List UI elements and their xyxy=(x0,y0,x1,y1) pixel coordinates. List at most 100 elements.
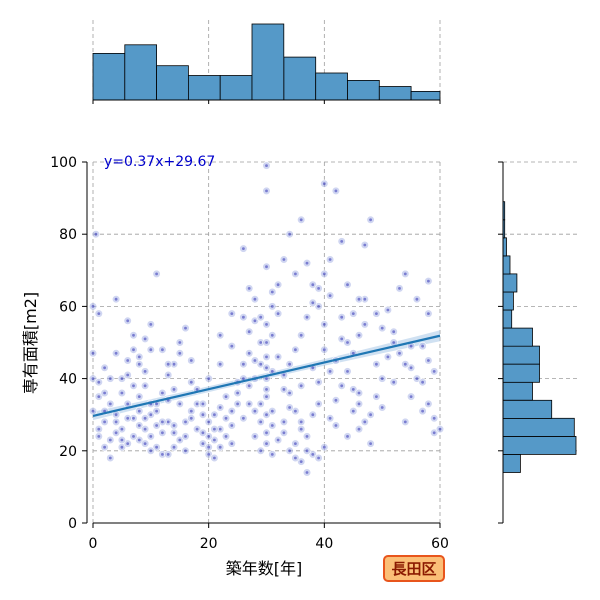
data-point-core xyxy=(299,427,303,431)
data-point-core xyxy=(178,438,182,442)
top-hist-bar xyxy=(187,75,221,101)
data-point-core xyxy=(178,402,182,406)
data-point-core xyxy=(253,359,257,362)
data-point xyxy=(152,407,161,416)
data-point xyxy=(378,403,387,412)
y-tick-label: 100 xyxy=(50,155,77,171)
data-point-core xyxy=(427,359,430,362)
y-tick-label: 80 xyxy=(59,227,77,243)
top-hist-bar xyxy=(410,91,441,101)
data-point-core xyxy=(282,420,286,424)
data-point xyxy=(320,443,329,452)
data-point-core xyxy=(375,362,378,366)
data-point xyxy=(389,327,398,336)
data-point xyxy=(412,295,422,304)
data-point xyxy=(360,320,369,329)
data-point xyxy=(256,446,265,455)
data-point-core xyxy=(108,456,112,460)
data-point xyxy=(308,450,317,459)
data-point xyxy=(383,305,393,315)
data-point xyxy=(366,410,375,419)
data-point xyxy=(204,374,213,383)
data-point-core xyxy=(380,326,384,330)
x-axis-ticks: 0 20 40 60 xyxy=(89,523,449,552)
data-point-core xyxy=(427,402,430,406)
data-point-core xyxy=(126,359,130,362)
data-point-core xyxy=(340,337,344,341)
data-point xyxy=(291,453,300,463)
data-point-core xyxy=(103,420,106,424)
data-point-core xyxy=(161,431,164,435)
data-point-core xyxy=(438,427,442,431)
data-point xyxy=(227,407,236,416)
data-point-core xyxy=(253,319,257,323)
right-hist-bar xyxy=(502,309,513,329)
data-point xyxy=(279,385,289,394)
data-point xyxy=(129,331,138,340)
data-point xyxy=(250,356,259,365)
data-point-core xyxy=(294,348,297,352)
data-point xyxy=(123,370,132,380)
data-point-core xyxy=(149,323,153,326)
data-point xyxy=(331,396,341,405)
data-point-core xyxy=(265,395,268,398)
data-point-core xyxy=(103,391,106,395)
top-hist-bar xyxy=(219,75,253,101)
data-point xyxy=(262,320,271,329)
data-point-core xyxy=(143,442,147,445)
data-point xyxy=(418,407,427,416)
data-point xyxy=(407,392,416,401)
data-point xyxy=(302,313,312,322)
data-point xyxy=(187,378,196,387)
data-point-core xyxy=(236,391,240,395)
data-point-core xyxy=(242,362,245,366)
data-point xyxy=(285,230,294,239)
data-point xyxy=(245,381,254,390)
data-point xyxy=(158,428,167,437)
data-point-core xyxy=(317,287,320,290)
data-point-core xyxy=(120,391,124,395)
data-point xyxy=(360,240,369,250)
data-point-core xyxy=(161,348,164,352)
data-point xyxy=(262,428,271,437)
data-point-core xyxy=(247,330,251,334)
data-point-core xyxy=(97,395,101,398)
data-point xyxy=(337,334,346,344)
data-point-core xyxy=(276,283,280,287)
data-point-core xyxy=(189,380,193,384)
data-point-core xyxy=(369,442,372,445)
data-point xyxy=(152,421,161,430)
data-point-core xyxy=(230,344,234,348)
y-axis-label: 専有面積[m2] xyxy=(21,292,40,394)
data-point xyxy=(268,302,277,311)
data-point-core xyxy=(213,413,216,417)
data-point-core xyxy=(421,344,424,348)
data-point-core xyxy=(357,333,361,337)
regression-line xyxy=(92,334,441,417)
data-point xyxy=(250,316,259,325)
data-point-core xyxy=(161,420,164,424)
data-point xyxy=(227,309,236,318)
data-point xyxy=(94,378,103,387)
data-point xyxy=(302,446,312,455)
data-point xyxy=(291,269,300,279)
x-tick-label: 0 xyxy=(89,536,98,552)
data-point-core xyxy=(265,341,268,344)
data-point-core xyxy=(132,416,135,420)
data-point-core xyxy=(201,431,205,435)
data-point xyxy=(262,186,271,195)
data-point xyxy=(279,428,289,437)
data-point xyxy=(216,331,225,340)
data-point-core xyxy=(265,355,268,359)
data-point-core xyxy=(132,435,135,438)
data-point xyxy=(88,302,98,311)
data-point xyxy=(164,450,173,459)
data-point-core xyxy=(218,333,222,337)
data-point-core xyxy=(311,301,315,305)
data-point xyxy=(366,439,375,448)
data-point xyxy=(366,215,375,224)
data-point-core xyxy=(409,366,413,370)
data-point-core xyxy=(155,402,159,406)
data-point xyxy=(256,360,265,369)
data-point-core xyxy=(305,435,309,438)
